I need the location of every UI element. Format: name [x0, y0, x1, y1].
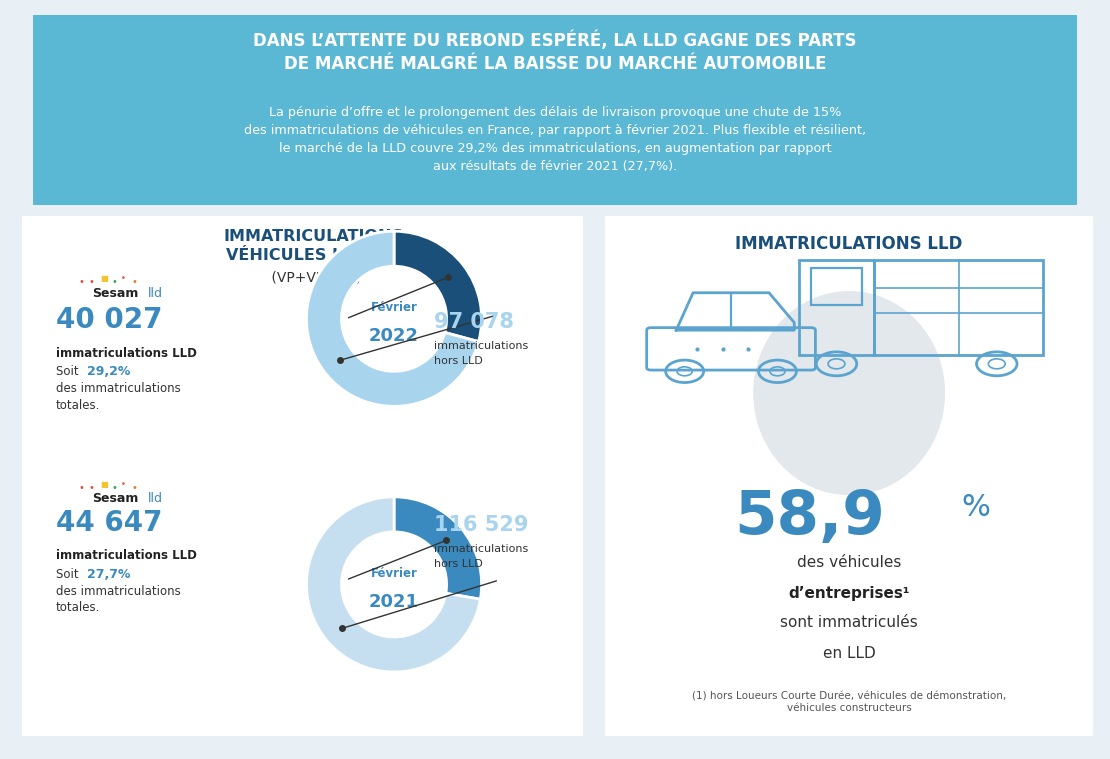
Text: •: •	[112, 278, 118, 288]
Text: IMMATRICULATIONS LLD: IMMATRICULATIONS LLD	[736, 235, 962, 253]
Wedge shape	[306, 231, 478, 406]
Text: totales.: totales.	[56, 601, 100, 615]
Text: immatriculations LLD: immatriculations LLD	[56, 347, 196, 360]
Text: Février: Février	[371, 566, 417, 580]
Text: ■: ■	[101, 274, 109, 283]
Text: immatriculations LLD: immatriculations LLD	[56, 550, 196, 562]
Bar	[811, 268, 861, 305]
Text: •: •	[78, 278, 84, 288]
Text: 116 529: 116 529	[434, 515, 528, 535]
Text: 58,9: 58,9	[735, 488, 886, 547]
Text: %: %	[961, 493, 990, 522]
Text: IMMATRICULATIONS
VÉHICULES LÉGERS: IMMATRICULATIONS VÉHICULES LÉGERS	[224, 229, 404, 263]
Text: hors LLD: hors LLD	[434, 357, 483, 367]
Bar	[875, 260, 1043, 355]
Text: Soit: Soit	[56, 568, 82, 581]
Text: 2021: 2021	[369, 593, 420, 611]
Text: •: •	[78, 483, 84, 493]
Text: lld: lld	[149, 493, 163, 505]
Text: La pénurie d’offre et le prolongement des délais de livraison provoque une chute: La pénurie d’offre et le prolongement de…	[244, 106, 866, 173]
Text: des véhicules: des véhicules	[797, 555, 901, 569]
Text: •: •	[112, 483, 118, 493]
Text: d’entreprises¹: d’entreprises¹	[788, 586, 910, 601]
FancyBboxPatch shape	[2, 10, 1108, 211]
Text: en LLD: en LLD	[823, 646, 876, 660]
Text: sont immatriculés: sont immatriculés	[780, 616, 918, 631]
Text: 40 027: 40 027	[56, 306, 162, 334]
Text: DANS L’ATTENTE DU REBOND ESPÉRÉ, LA LLD GAGNE DES PARTS
DE MARCHÉ MALGRÉ LA BAIS: DANS L’ATTENTE DU REBOND ESPÉRÉ, LA LLD …	[253, 30, 857, 74]
Text: hors LLD: hors LLD	[434, 559, 483, 569]
Text: •: •	[131, 483, 138, 493]
Text: ■: ■	[101, 480, 109, 489]
Wedge shape	[394, 231, 482, 342]
Text: 2022: 2022	[369, 327, 420, 345]
Text: •: •	[89, 483, 94, 493]
Text: 97 078: 97 078	[434, 312, 514, 332]
Text: (1) hors Loueurs Courte Durée, véhicules de démonstration,
véhicules constructeu: (1) hors Loueurs Courte Durée, véhicules…	[692, 691, 1007, 713]
Text: Sesam: Sesam	[92, 493, 139, 505]
Text: immatriculations: immatriculations	[434, 341, 528, 351]
Circle shape	[754, 291, 945, 494]
Text: 29,2%: 29,2%	[87, 365, 130, 378]
Text: lld: lld	[149, 287, 163, 300]
Text: •: •	[120, 480, 125, 489]
Wedge shape	[394, 497, 482, 599]
Text: totales.: totales.	[56, 398, 100, 411]
Text: 44 647: 44 647	[56, 509, 162, 537]
Bar	[798, 260, 875, 355]
Text: Soit: Soit	[56, 365, 82, 378]
Text: des immatriculations: des immatriculations	[56, 585, 181, 598]
Text: Sesam: Sesam	[92, 287, 139, 300]
FancyBboxPatch shape	[11, 206, 594, 747]
Wedge shape	[306, 497, 481, 672]
Text: 27,7%: 27,7%	[87, 568, 130, 581]
FancyBboxPatch shape	[595, 206, 1103, 747]
Text: •: •	[131, 278, 138, 288]
Text: •: •	[120, 274, 125, 283]
Text: (VP+VU+VS): (VP+VU+VS)	[266, 271, 361, 285]
Text: immatriculations: immatriculations	[434, 543, 528, 553]
Text: •: •	[89, 278, 94, 288]
Text: des immatriculations: des immatriculations	[56, 382, 181, 395]
Text: Février: Février	[371, 301, 417, 314]
